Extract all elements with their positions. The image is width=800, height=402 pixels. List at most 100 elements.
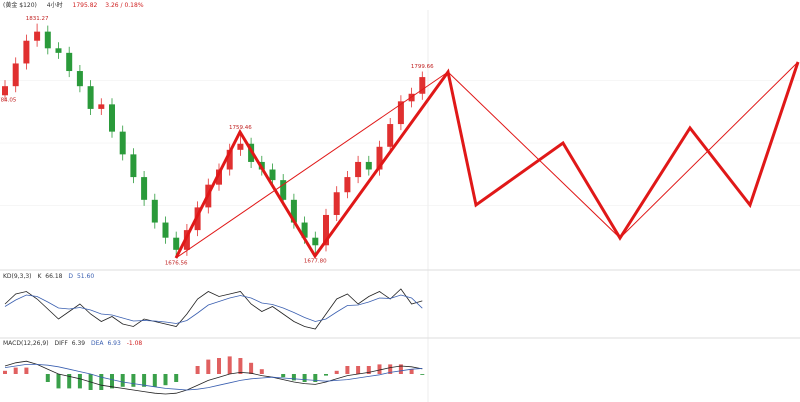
histogram-value: -1.08 [127, 340, 143, 347]
macd-bar [249, 362, 254, 374]
legend-value: 51.60 [77, 273, 94, 280]
candle-body [408, 93, 415, 102]
candle-body [387, 124, 394, 147]
symbol: (黄金 $120) [3, 1, 37, 9]
drawings [174, 61, 800, 259]
legend-name: DEA [91, 340, 104, 347]
macd-bar [13, 367, 18, 374]
candle-body [162, 222, 169, 238]
legend-value: 6.39 [72, 340, 86, 347]
macd-bar [259, 369, 264, 374]
macd-bar [3, 370, 7, 374]
candle-body [12, 63, 19, 87]
macd-bar [56, 374, 61, 389]
price-label: 1759.46 [229, 125, 252, 131]
macd-bar [291, 374, 296, 381]
candle-body [226, 149, 233, 170]
candle-body [34, 31, 41, 41]
indicator-line [4, 294, 423, 324]
candle-body [376, 146, 383, 170]
macd-bar [420, 374, 425, 375]
candle-body [109, 104, 115, 132]
legend-value: 66.18 [45, 273, 62, 280]
macd-bar [227, 356, 232, 374]
macd-bar [345, 366, 350, 374]
macd-bar [324, 374, 328, 376]
macd-bar [24, 367, 29, 374]
kd-header: KD(9,3,3) K 66.18 D 51.60 [3, 273, 94, 280]
macd-bar [238, 358, 243, 374]
macd-bar [77, 374, 82, 389]
macd-bar [142, 374, 147, 387]
macd-bar [131, 374, 136, 387]
candle-body [2, 86, 8, 96]
candle-body [323, 214, 329, 246]
zigzag-projection [174, 61, 800, 259]
candle-body [87, 86, 94, 109]
candle-body [23, 40, 30, 64]
candle-body [98, 104, 105, 109]
macd-bar [120, 374, 125, 387]
candle-body [216, 169, 222, 185]
candle-body [183, 230, 190, 250]
macd-header: MACD(12,26,9) DIFF 6.39 DEA 6.93 -1.08 [3, 340, 142, 347]
macd-bar [281, 374, 286, 378]
price: 1795.82 [73, 2, 98, 9]
macd-bar [356, 366, 361, 374]
indicator-line [4, 364, 423, 391]
candle-body [280, 180, 287, 200]
macd-bar [163, 374, 168, 386]
macd-bar [152, 374, 157, 387]
macd-bar [99, 374, 104, 390]
header: (黄金 $120) 4小时 1795.82 3.26 / 0.18% [3, 1, 144, 9]
candle-body [397, 101, 404, 125]
macd-bar [313, 374, 318, 382]
candle-body [355, 161, 362, 178]
candle-body [173, 237, 180, 250]
indicator-line [4, 288, 423, 330]
macd-bar [409, 369, 414, 374]
candle-body [290, 199, 297, 223]
price-label: 1677.80 [304, 259, 327, 265]
candle-body [419, 77, 426, 94]
projection-line [447, 61, 799, 239]
change: 3.26 / 0.18% [105, 2, 144, 9]
candle-body [66, 52, 73, 72]
candle-body [151, 199, 158, 223]
candle-body [344, 177, 351, 193]
legend-name: D [68, 273, 73, 280]
price-label: 1831.27 [26, 16, 49, 22]
macd-bar [206, 359, 211, 374]
candle-body [237, 143, 244, 150]
price-label: 1784.05 [0, 98, 17, 104]
price-label: 1799.66 [411, 64, 434, 70]
macd-bar [174, 374, 179, 382]
candle-body [119, 131, 126, 155]
macd-bar [67, 374, 72, 389]
candle-body [301, 222, 308, 238]
macd-bar [302, 374, 307, 382]
candle-body [333, 192, 340, 215]
macd-bar [334, 370, 339, 374]
candle-body [269, 169, 276, 181]
candle-body [141, 177, 148, 200]
macd-bar [377, 364, 382, 374]
macd-bar [110, 374, 114, 389]
macd-bar [398, 364, 403, 374]
indicator-line [4, 360, 423, 395]
period: 4小时 [47, 1, 63, 9]
macd-bar [195, 366, 200, 374]
legend-value: 6.93 [107, 340, 121, 347]
candle-body [312, 237, 319, 246]
macd-bar [388, 364, 393, 374]
candle-body [130, 154, 137, 178]
price-label: 1676.56 [165, 261, 188, 267]
candle-body [55, 48, 62, 53]
candle-body [365, 161, 372, 170]
macd-bar [45, 374, 50, 382]
kd-title: KD(9,3,3) [3, 273, 32, 280]
candle-body [76, 71, 83, 87]
candle-body [44, 31, 51, 49]
legend-name: K [37, 273, 42, 280]
